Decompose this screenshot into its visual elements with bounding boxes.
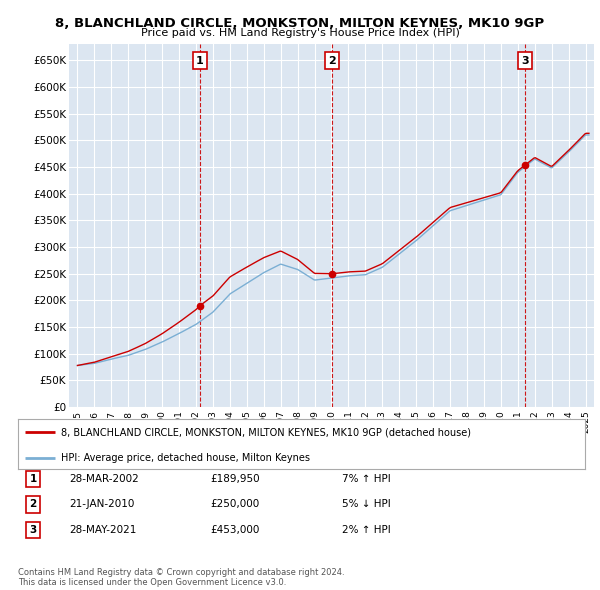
Text: 28-MAR-2002: 28-MAR-2002 xyxy=(69,474,139,484)
Text: HPI: Average price, detached house, Milton Keynes: HPI: Average price, detached house, Milt… xyxy=(61,453,310,463)
Text: 3: 3 xyxy=(29,525,37,535)
Text: 2: 2 xyxy=(328,55,336,65)
Text: 3: 3 xyxy=(521,55,529,65)
Text: 2% ↑ HPI: 2% ↑ HPI xyxy=(342,525,391,535)
Text: 7% ↑ HPI: 7% ↑ HPI xyxy=(342,474,391,484)
Text: £189,950: £189,950 xyxy=(210,474,260,484)
Text: 5% ↓ HPI: 5% ↓ HPI xyxy=(342,500,391,509)
Text: 28-MAY-2021: 28-MAY-2021 xyxy=(69,525,136,535)
Text: 2: 2 xyxy=(29,500,37,509)
Text: Contains HM Land Registry data © Crown copyright and database right 2024.
This d: Contains HM Land Registry data © Crown c… xyxy=(18,568,344,587)
Text: 21-JAN-2010: 21-JAN-2010 xyxy=(69,500,134,509)
Text: £453,000: £453,000 xyxy=(210,525,259,535)
Text: Price paid vs. HM Land Registry's House Price Index (HPI): Price paid vs. HM Land Registry's House … xyxy=(140,28,460,38)
Text: 1: 1 xyxy=(196,55,204,65)
Text: £250,000: £250,000 xyxy=(210,500,259,509)
Text: 1: 1 xyxy=(29,474,37,484)
Text: 8, BLANCHLAND CIRCLE, MONKSTON, MILTON KEYNES, MK10 9GP (detached house): 8, BLANCHLAND CIRCLE, MONKSTON, MILTON K… xyxy=(61,427,470,437)
Text: 8, BLANCHLAND CIRCLE, MONKSTON, MILTON KEYNES, MK10 9GP: 8, BLANCHLAND CIRCLE, MONKSTON, MILTON K… xyxy=(55,17,545,30)
